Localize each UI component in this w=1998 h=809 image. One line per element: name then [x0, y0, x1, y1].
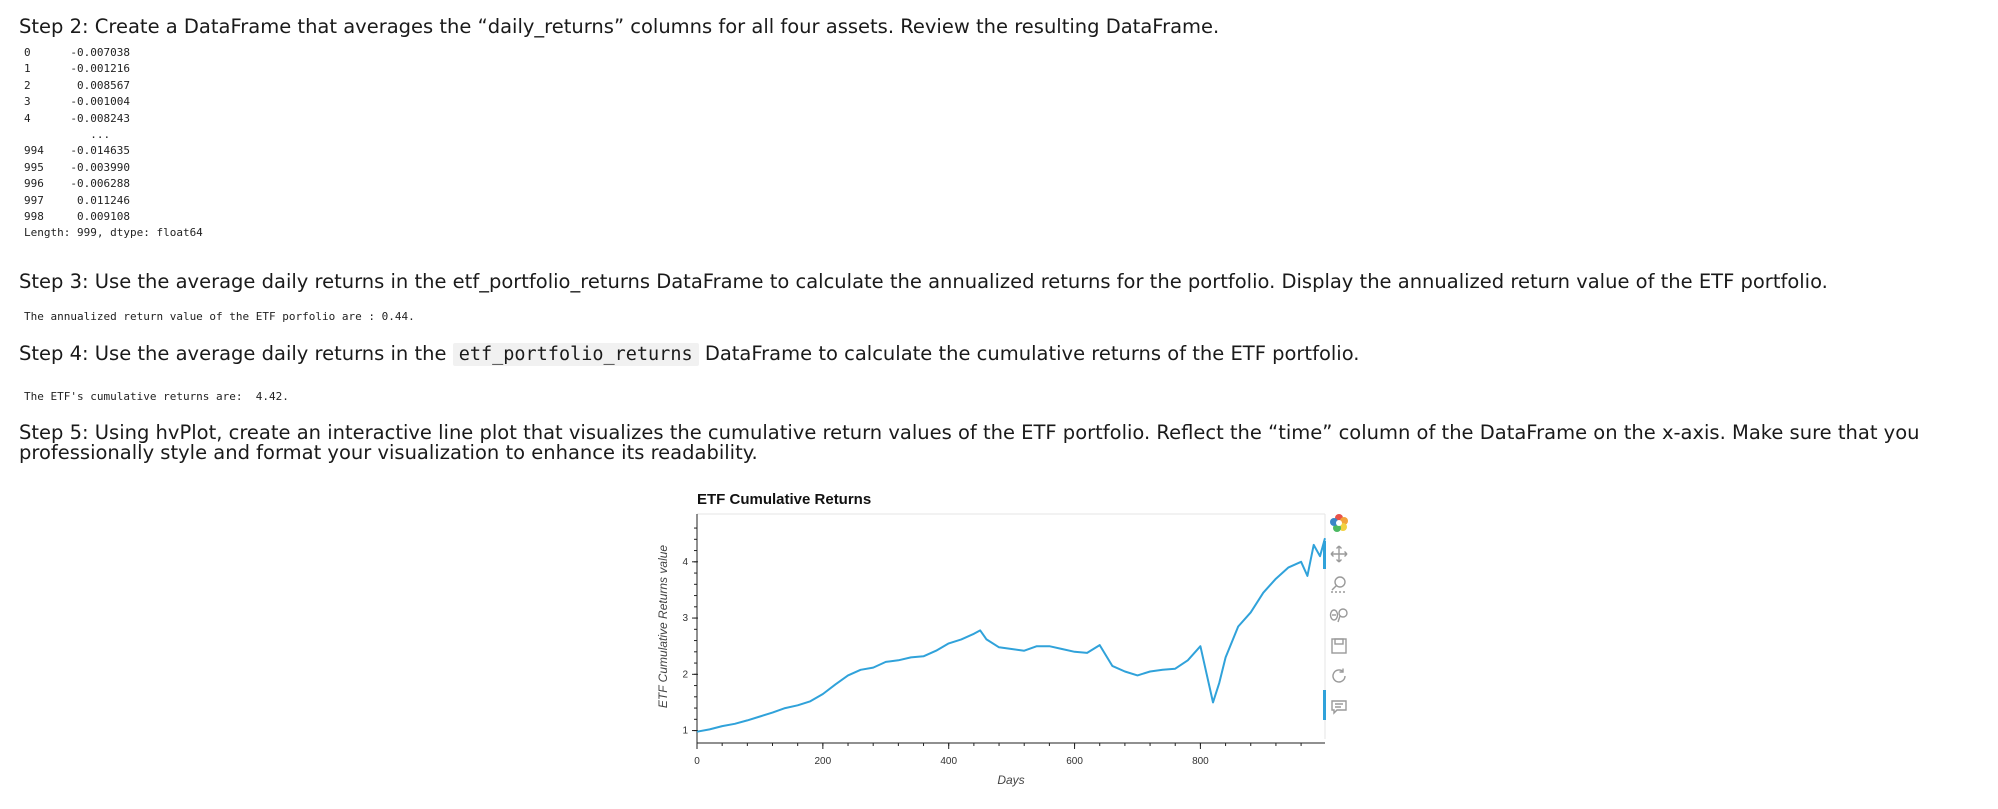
wheel-zoom-icon[interactable] [1328, 604, 1350, 626]
step-4-heading: Step 4: Use the average daily returns in… [19, 343, 1360, 366]
chart-title: ETF Cumulative Returns [697, 491, 871, 508]
step-2-heading: Step 2: Create a DataFrame that averages… [19, 15, 1220, 38]
bokeh-logo-icon[interactable] [1328, 512, 1350, 534]
daily-returns-series-output: 0 -0.007038 1 -0.001216 2 0.008567 3 -0.… [24, 46, 203, 240]
step-3-heading: Step 3: Use the average daily returns in… [19, 270, 1828, 293]
x-tick-label: 400 [940, 756, 957, 767]
x-tick-label: 800 [1192, 756, 1209, 767]
y-axis-label: ETF Cumulative Returns value [656, 545, 670, 709]
x-tick-label: 600 [1066, 756, 1083, 767]
inline-code-etf-portfolio-returns: etf_portfolio_returns [452, 343, 699, 366]
plot-svg[interactable]: ETF Cumulative Returns 1 2 3 4 0 200 400 600 800 D… [652, 488, 1352, 798]
annualized-return-output: The annualized return value of the ETF p… [24, 310, 415, 323]
box-zoom-icon[interactable] [1328, 573, 1350, 595]
step-4-text: Step 4: Use the average daily returns in… [19, 342, 447, 365]
y-tick-label: 1 [682, 726, 688, 737]
reset-icon[interactable] [1328, 665, 1350, 687]
y-tick-label: 2 [682, 669, 688, 680]
cumulative-returns-plot[interactable]: ETF Cumulative Returns 1 2 3 4 0 200 400 600 800 D… [652, 488, 1352, 802]
save-icon[interactable] [1328, 635, 1350, 657]
hover-icon[interactable] [1328, 696, 1350, 718]
cumulative-returns-output: The ETF's cumulative returns are: 4.42. [24, 390, 289, 403]
x-tick-label: 0 [694, 756, 700, 767]
pan-icon[interactable] [1328, 543, 1350, 565]
step-5-heading: Step 5: Using hvPlot, create an interact… [19, 421, 1920, 464]
x-tick-label: 200 [815, 756, 832, 767]
active-tool-indicator [1323, 541, 1326, 569]
step-4-text-suffix: DataFrame to calculate the cumulative re… [704, 342, 1360, 365]
x-axis-label: Days [997, 773, 1024, 787]
active-tool-indicator [1323, 690, 1326, 720]
y-tick-label: 3 [682, 613, 688, 624]
cumulative-returns-line [696, 537, 1326, 733]
y-tick-label: 4 [682, 557, 688, 568]
